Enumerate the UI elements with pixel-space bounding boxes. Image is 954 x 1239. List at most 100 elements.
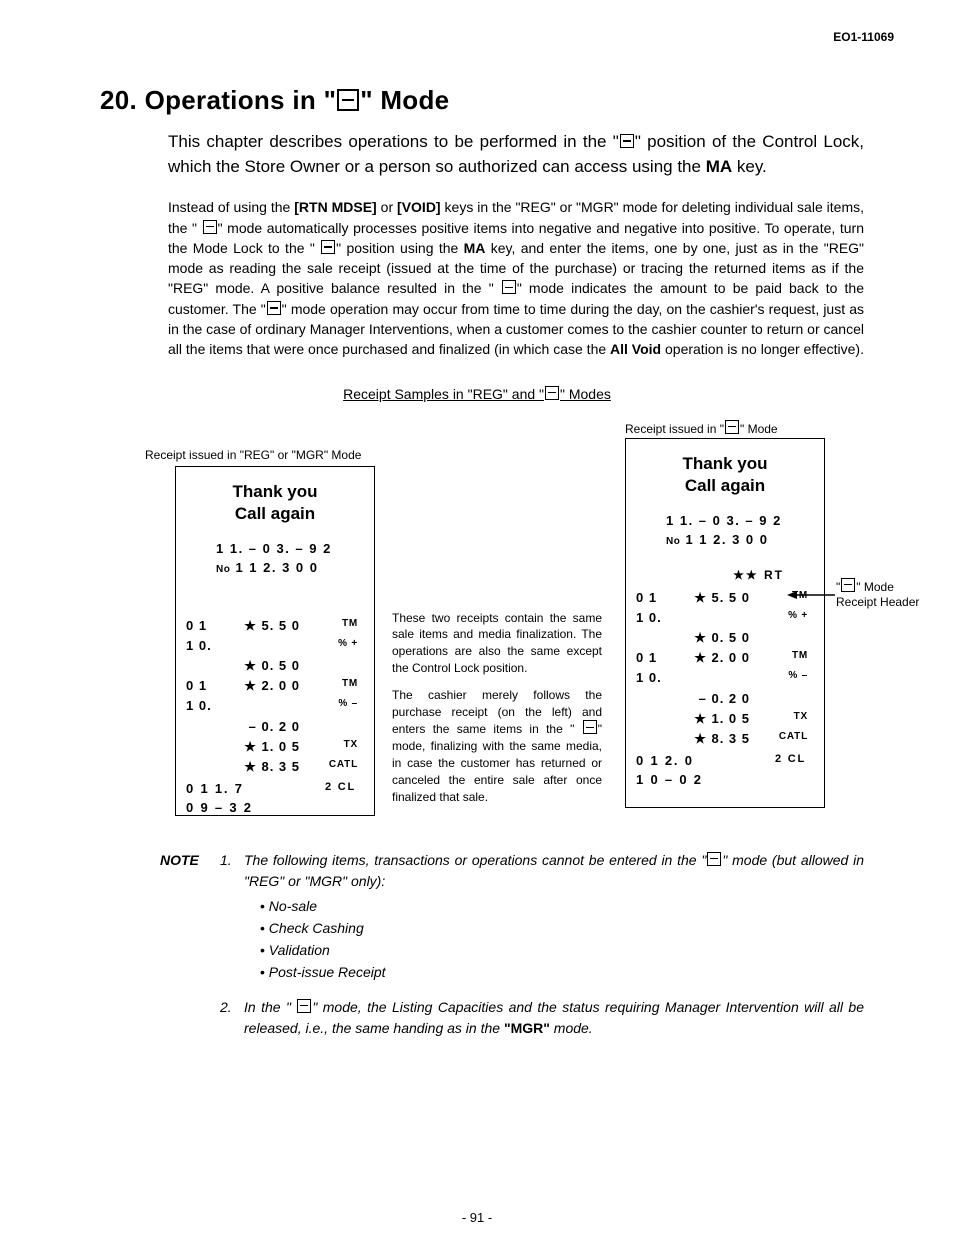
title-pre: 20. Operations in " [100,85,336,115]
caption-right-b: " Mode [740,422,778,436]
line-col3 [750,628,814,648]
line-col2 [220,696,300,716]
note-label: NOTE [160,850,220,892]
line-col3: CATL [750,729,814,749]
rt-mode-header: ★★ RT [636,568,814,582]
manual-page: EO1-11069 20. Operations in "" Mode This… [0,0,954,1239]
footer-clerk: 0 1 1. 7 [186,781,256,796]
minus-mode-icon [267,301,281,315]
page-number: - 91 - [0,1210,954,1225]
intro-c: key. [732,157,767,176]
minus-mode-icon [337,89,359,111]
note1-a: The following items, transactions or ope… [244,852,706,868]
note-2-body: In the " " mode, the Listing Capacities … [244,997,864,1039]
receipt-line: – 0. 2 0 [636,689,814,709]
minus-mode-icon [707,852,721,866]
intro-paragraph: This chapter describes operations to be … [168,130,864,179]
line-col3: TX [750,709,814,729]
line-col1 [636,709,670,729]
line-col3: TX [300,737,364,757]
line-col2: ★ 1. 0 5 [220,737,300,757]
note-1-body: The following items, transactions or ope… [244,850,864,892]
line-col2: ★ 8. 3 5 [220,757,300,777]
line-col3: TM [750,648,814,668]
line-col1 [186,737,220,757]
receipt-line: 0 1★ 5. 5 0TM [186,616,364,636]
note-2-num: 2. [220,997,244,1039]
intro-ma: MA [706,157,732,176]
line-col3: TM [300,676,364,696]
line-col1: 0 1 [636,588,670,608]
line-col2: ★ 5. 5 0 [670,588,750,608]
receipt-line: 1 0.% + [636,608,814,628]
minus-mode-icon [620,134,634,148]
caption-right-a: Receipt issued in " [625,422,724,436]
line-col3 [300,717,364,737]
line-col1: 1 0. [186,636,220,656]
line-col1 [186,656,220,676]
note-1: NOTE 1. The following items, transaction… [160,850,864,892]
mid-p1: These two receipts contain the same sale… [392,610,602,677]
b1b: [RTN MDSE] [294,199,376,215]
note-2: 2. In the " " mode, the Listing Capaciti… [160,997,864,1039]
b1g: " position using the [336,240,463,256]
b1h: MA [464,240,486,256]
footer-time: 1 0 – 0 2 [636,772,706,787]
line-col2: – 0. 2 0 [670,689,750,709]
receipt-footer: 0 1 2. 0 2 CL [636,753,814,768]
receipt-header: Thank you Call again [186,481,364,525]
receipt-reg-mode: Thank you Call again 1 1. – 0 3. – 9 2 N… [175,466,375,816]
mid-p2a: The cashier merely follows the purchase … [392,688,602,737]
line-col1 [636,689,670,709]
receipt-line: 1 0.% – [636,668,814,688]
receipt-head1: Thank you [682,454,767,473]
line-col1 [186,717,220,737]
line-col1: 1 0. [186,696,220,716]
line-col3: % + [300,636,364,656]
line-col2: ★ 0. 5 0 [220,656,300,676]
receipt-lines-left: 0 1★ 5. 5 0TM 1 0. % +★ 0. 5 00 1★ 2. 0 0… [186,616,364,777]
receipt-line: 0 1★ 2. 0 0TM [186,676,364,696]
line-col1 [186,757,220,777]
note-1-num: 1. [220,850,244,892]
note2-a: In the " [244,999,296,1015]
line-col3: CATL [300,757,364,777]
receipt-head2: Call again [685,476,765,495]
line-col2 [670,668,750,688]
note-block: NOTE 1. The following items, transaction… [160,850,864,1039]
receipt-minus-mode: Thank you Call again 1 1. – 0 3. – 9 2 N… [625,438,825,808]
minus-mode-icon [297,999,311,1013]
note-list-item: Post-issue Receipt [260,962,864,983]
line-col2 [220,636,300,656]
receipt-head2: Call again [235,504,315,523]
line-col3: % – [300,696,364,716]
footer-time: 0 9 – 3 2 [186,800,256,815]
receipt-samples-area: Receipt issued in "REG" or "MGR" Mode Re… [120,410,864,830]
line-col1 [636,729,670,749]
line-col3: TM [300,616,364,636]
receipt-spacer [186,596,364,616]
receipt-time: 1 0 – 0 2 [636,772,814,787]
line-col2: ★ 8. 3 5 [670,729,750,749]
b1d: [VOID] [397,199,441,215]
receipt-footer: 0 1 1. 7 2 CL [186,781,364,796]
receipt-line: ★ 1. 0 5TX [186,737,364,757]
left-receipt-caption: Receipt issued in "REG" or "MGR" Mode [145,448,361,462]
line-col3: % – [750,668,814,688]
receipt-lines-right: 0 1★ 5. 5 0TM 1 0.% +★ 0. 5 00 1★ 2. 0 0… [636,588,814,749]
line-col1: 1 0. [636,608,670,628]
right-receipt-caption: Receipt issued in " " Mode [625,420,778,436]
intro-a: This chapter describes operations to be … [168,132,619,151]
receipt-line: 1 0. % + [186,636,364,656]
minus-mode-icon [725,420,739,434]
title-post: " Mode [360,85,449,115]
receipt-date: 1 1. – 0 3. – 9 2 [666,513,782,528]
minus-mode-icon [841,578,855,592]
receipt-date-block: 1 1. – 0 3. – 9 2 No 1 1 2. 3 0 0 [666,511,814,550]
receipt-line: ★ 0. 5 0 [186,656,364,676]
arrow-icon [787,590,835,600]
minus-mode-icon [321,240,335,254]
line-col2: – 0. 2 0 [220,717,300,737]
b1m: operation is no longer effective). [661,341,864,357]
receipt-line: 1 0. % – [186,696,364,716]
